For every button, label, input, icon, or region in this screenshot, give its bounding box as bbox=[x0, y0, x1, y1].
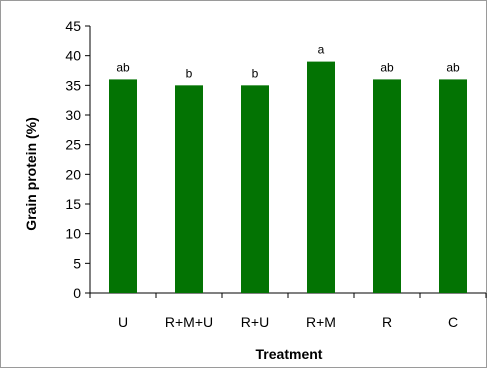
y-tick-label: 20 bbox=[65, 166, 81, 182]
y-tick-label: 0 bbox=[73, 285, 81, 301]
data-label: a bbox=[318, 43, 325, 57]
x-tick-label: U bbox=[118, 314, 128, 330]
bar bbox=[109, 79, 137, 294]
data-label: b bbox=[186, 66, 193, 80]
y-tick-label: 35 bbox=[65, 77, 81, 93]
bar bbox=[373, 79, 401, 294]
bars bbox=[109, 61, 467, 294]
x-tick-label: R+U bbox=[241, 314, 269, 330]
x-tick-label: R bbox=[382, 314, 392, 330]
y-tick-label: 15 bbox=[65, 196, 81, 212]
x-tick-label: R+M+U bbox=[165, 314, 213, 330]
data-label: ab bbox=[446, 60, 460, 74]
y-tick-label: 25 bbox=[65, 137, 81, 153]
x-axis: U R+M+U R+U R+M R C bbox=[89, 292, 487, 330]
x-axis-title: Treatment bbox=[256, 346, 323, 362]
y-tick-label: 10 bbox=[65, 226, 81, 242]
x-tick-label: C bbox=[448, 314, 458, 330]
data-labels: ab b b a ab ab bbox=[116, 43, 460, 81]
y-axis: 0 5 10 15 20 25 30 35 40 45 bbox=[65, 18, 91, 301]
data-label: b bbox=[252, 66, 259, 80]
y-tick-label: 30 bbox=[65, 107, 81, 123]
x-tick-label: R+M bbox=[306, 314, 336, 330]
y-tick-label: 5 bbox=[73, 255, 81, 271]
y-tick-label: 40 bbox=[65, 48, 81, 64]
bar bbox=[307, 61, 335, 293]
data-label: ab bbox=[116, 60, 130, 74]
y-tick-label: 45 bbox=[65, 18, 81, 34]
bar bbox=[175, 85, 203, 293]
bar bbox=[241, 85, 269, 293]
data-label: ab bbox=[380, 60, 394, 74]
y-axis-title: Grain protein (%) bbox=[23, 117, 39, 231]
bar bbox=[439, 79, 467, 294]
